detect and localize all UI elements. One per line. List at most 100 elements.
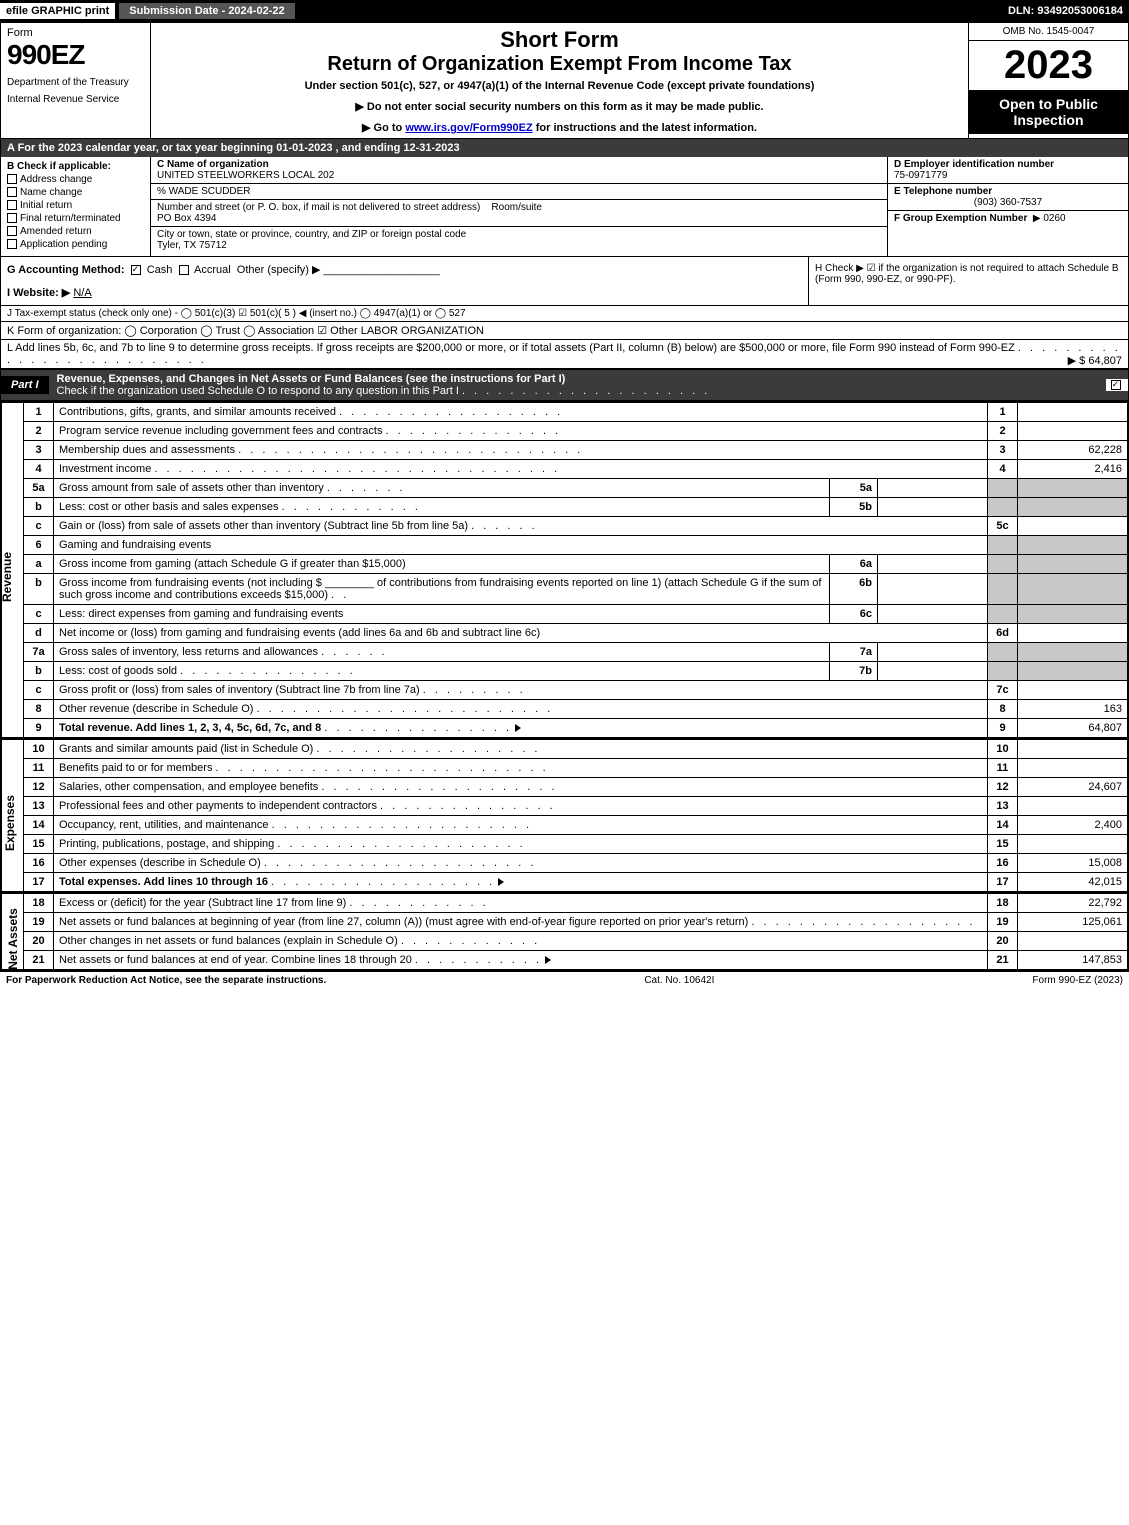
row-14: 14Occupancy, rent, utilities, and mainte… — [24, 816, 1128, 835]
form-label: Form — [7, 27, 144, 39]
check-amended-return[interactable]: Amended return — [7, 226, 144, 237]
header-right: OMB No. 1545-0047 2023 Open to Public In… — [968, 23, 1128, 138]
line-a: A For the 2023 calendar year, or tax yea… — [1, 139, 1128, 157]
row-4: 4Investment income . . . . . . . . . . .… — [24, 460, 1128, 479]
ssn-warning: ▶ Do not enter social security numbers o… — [159, 100, 960, 113]
form-container: Form 990EZ Department of the Treasury In… — [0, 22, 1129, 971]
check-name-change[interactable]: Name change — [7, 187, 144, 198]
row-8: 8Other revenue (describe in Schedule O) … — [24, 700, 1128, 719]
website-value: N/A — [73, 287, 91, 299]
line-j: J Tax-exempt status (check only one) - ◯… — [1, 306, 1128, 322]
dept-irs: Internal Revenue Service — [7, 94, 144, 105]
city-value: Tyler, TX 75712 — [157, 240, 227, 251]
column-def: D Employer identification number 75-0971… — [888, 157, 1128, 256]
part-1-header: Part I Revenue, Expenses, and Changes in… — [1, 369, 1128, 401]
open-inspection: Open to Public Inspection — [969, 90, 1128, 134]
row-1: 1Contributions, gifts, grants, and simil… — [24, 403, 1128, 422]
line-l-text: L Add lines 5b, 6c, and 7b to line 9 to … — [7, 342, 1015, 354]
form-subtitle: Under section 501(c), 527, or 4947(a)(1)… — [159, 80, 960, 92]
g-prefix: G Accounting Method: — [7, 264, 125, 276]
e-label: E Telephone number — [894, 186, 992, 197]
goto-link-line: ▶ Go to www.irs.gov/Form990EZ for instru… — [159, 121, 960, 134]
phone-value: (903) 360-7537 — [894, 197, 1122, 208]
room-label: Room/suite — [491, 202, 542, 213]
group-exemption-value: ▶ 0260 — [1033, 213, 1066, 224]
c-label: C Name of organization — [157, 159, 269, 170]
row-6d: dNet income or (loss) from gaming and fu… — [24, 624, 1128, 643]
check-accrual[interactable] — [179, 265, 189, 275]
row-21: 21Net assets or fund balances at end of … — [24, 951, 1128, 970]
check-address-change[interactable]: Address change — [7, 174, 144, 185]
line-g: G Accounting Method: Cash Accrual Other … — [1, 257, 808, 305]
row-11: 11Benefits paid to or for members . . . … — [24, 759, 1128, 778]
expenses-section: Expenses 10Grants and similar amounts pa… — [1, 738, 1128, 892]
triangle-icon — [498, 878, 504, 886]
line-k: K Form of organization: ◯ Corporation ◯ … — [1, 322, 1128, 340]
row-7b: bLess: cost of goods sold . . . . . . . … — [24, 662, 1128, 681]
group-exemption-row: F Group Exemption Number ▶ 0260 — [888, 211, 1128, 226]
ein-row: D Employer identification number 75-0971… — [888, 157, 1128, 184]
net-assets-section: Net Assets 18Excess or (deficit) for the… — [1, 892, 1128, 970]
dept-treasury: Department of the Treasury — [7, 77, 144, 88]
revenue-table: 1Contributions, gifts, grants, and simil… — [23, 402, 1128, 738]
tax-year: 2023 — [969, 41, 1128, 90]
form-title: Return of Organization Exempt From Incom… — [159, 53, 960, 76]
care-of-row: % WADE SCUDDER — [151, 184, 887, 200]
line-l: L Add lines 5b, 6c, and 7b to line 9 to … — [1, 340, 1128, 369]
row-13: 13Professional fees and other payments t… — [24, 797, 1128, 816]
ein-value: 75-0971779 — [894, 170, 947, 181]
goto-post: for instructions and the latest informat… — [533, 122, 757, 134]
row-19: 19Net assets or fund balances at beginni… — [24, 913, 1128, 932]
org-name: UNITED STEELWORKERS LOCAL 202 — [157, 170, 334, 181]
street-row: Number and street (or P. O. box, if mail… — [151, 200, 887, 227]
row-6a: aGross income from gaming (attach Schedu… — [24, 555, 1128, 574]
street-value: PO Box 4394 — [157, 213, 216, 224]
row-6b: bGross income from fundraising events (n… — [24, 574, 1128, 605]
part-1-checkbox[interactable] — [1106, 379, 1128, 391]
dln-label: DLN: 93492053006184 — [1008, 5, 1129, 17]
check-final-return[interactable]: Final return/terminated — [7, 213, 144, 224]
row-6c: cLess: direct expenses from gaming and f… — [24, 605, 1128, 624]
check-application-pending[interactable]: Application pending — [7, 239, 144, 250]
net-assets-vlabel: Net Assets — [1, 893, 23, 970]
footer-center: Cat. No. 10642I — [326, 975, 1032, 986]
row-5c: cGain or (loss) from sale of assets othe… — [24, 517, 1128, 536]
form-number: 990EZ — [7, 39, 144, 71]
row-9: 9Total revenue. Add lines 1, 2, 3, 4, 5c… — [24, 719, 1128, 738]
gh-row: G Accounting Method: Cash Accrual Other … — [1, 257, 1128, 306]
row-7a: 7aGross sales of inventory, less returns… — [24, 643, 1128, 662]
row-5a: 5aGross amount from sale of assets other… — [24, 479, 1128, 498]
org-name-row: C Name of organization UNITED STEELWORKE… — [151, 157, 887, 184]
part-1-tag: Part I — [1, 376, 49, 394]
column-c: C Name of organization UNITED STEELWORKE… — [151, 157, 888, 256]
row-2: 2Program service revenue including gover… — [24, 422, 1128, 441]
short-form-label: Short Form — [159, 27, 960, 53]
expenses-vlabel: Expenses — [1, 739, 23, 892]
row-20: 20Other changes in net assets or fund ba… — [24, 932, 1128, 951]
check-initial-return[interactable]: Initial return — [7, 200, 144, 211]
row-12: 12Salaries, other compensation, and empl… — [24, 778, 1128, 797]
omb-number: OMB No. 1545-0047 — [969, 23, 1128, 41]
triangle-icon — [545, 956, 551, 964]
revenue-section: Revenue 1Contributions, gifts, grants, a… — [1, 401, 1128, 738]
street-label: Number and street (or P. O. box, if mail… — [157, 202, 480, 213]
check-cash[interactable] — [131, 265, 141, 275]
top-bar: efile GRAPHIC print Submission Date - 20… — [0, 0, 1129, 22]
city-label: City or town, state or province, country… — [157, 229, 466, 240]
triangle-icon — [515, 724, 521, 732]
f-label: F Group Exemption Number — [894, 213, 1027, 224]
row-5b: bLess: cost or other basis and sales exp… — [24, 498, 1128, 517]
header-center: Short Form Return of Organization Exempt… — [151, 23, 968, 138]
row-18: 18Excess or (deficit) for the year (Subt… — [24, 894, 1128, 913]
form-header: Form 990EZ Department of the Treasury In… — [1, 23, 1128, 139]
row-17: 17Total expenses. Add lines 10 through 1… — [24, 873, 1128, 892]
revenue-vlabel: Revenue — [1, 402, 23, 738]
section-bcdef: B Check if applicable: Address change Na… — [1, 157, 1128, 257]
line-h: H Check ▶ ☑ if the organization is not r… — [808, 257, 1128, 305]
city-row: City or town, state or province, country… — [151, 227, 887, 253]
irs-link[interactable]: www.irs.gov/Form990EZ — [405, 122, 532, 134]
i-prefix: I Website: ▶ — [7, 287, 70, 299]
goto-pre: ▶ Go to — [362, 122, 405, 134]
net-assets-table: 18Excess or (deficit) for the year (Subt… — [23, 893, 1128, 970]
header-left: Form 990EZ Department of the Treasury In… — [1, 23, 151, 138]
